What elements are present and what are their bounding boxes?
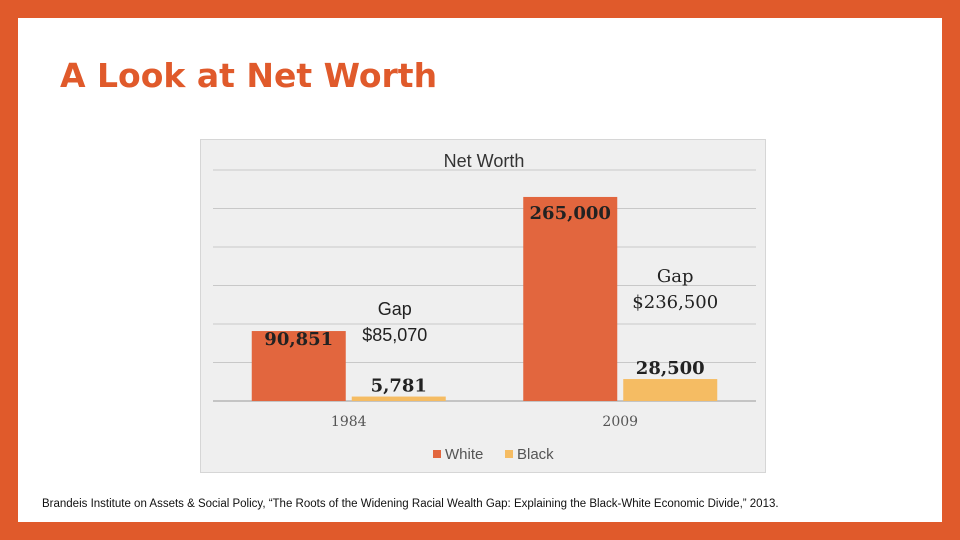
source-note: Brandeis Institute on Assets & Social Po…	[42, 498, 779, 510]
gap-annotation-1984: $85,070	[362, 325, 427, 345]
legend: White Black	[433, 446, 554, 463]
chart-svg: Net Worth 90,851 5,781 265,000 28,500 Gap $8…	[213, 151, 756, 463]
bar-black-1984	[351, 396, 446, 401]
gap-annotations: Gap $85,070 Gap $236,500	[362, 266, 718, 345]
bar-white-1984	[251, 331, 346, 401]
data-label-black-2009: 28,500	[636, 358, 705, 379]
net-worth-chart: Net Worth 90,851 5,781 265,000 28,500 Gap $8…	[200, 139, 766, 473]
gap-annotation-2009: $236,500	[632, 292, 718, 313]
gap-annotation-2009: Gap	[657, 266, 694, 287]
data-label-black-1984: 5,781	[371, 376, 427, 397]
gap-annotation-1984: Gap	[378, 299, 412, 319]
x-tick-labels: 1984 2009	[331, 414, 638, 430]
bar-black-2009	[623, 379, 718, 401]
x-tick-label: 1984	[331, 414, 367, 430]
bar-white-2009	[523, 196, 618, 401]
data-label-white-2009: 265,000	[530, 203, 611, 224]
data-label-white-1984: 90,851	[264, 329, 333, 350]
bars	[251, 196, 718, 401]
legend-swatch-black	[505, 450, 513, 458]
legend-label-black: Black	[517, 446, 554, 463]
x-tick-label: 2009	[602, 414, 638, 430]
slide-title: A Look at Net Worth	[60, 56, 438, 95]
data-labels: 90,851 5,781 265,000 28,500	[264, 203, 704, 397]
legend-label-white: White	[445, 446, 483, 463]
slide: A Look at Net Worth Net Worth 90,851 5,78…	[18, 18, 942, 522]
chart-title: Net Worth	[444, 151, 525, 171]
legend-swatch-white	[433, 450, 441, 458]
